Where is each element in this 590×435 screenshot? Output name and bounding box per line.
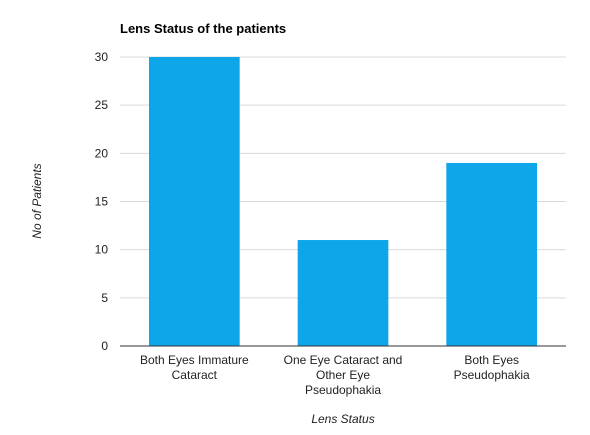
chart-title: Lens Status of the patients [120,21,286,36]
y-axis-title: No of Patients [30,163,44,238]
x-category-label: Both Eyes Immature Cataract [140,353,249,382]
x-axis-title: Lens Status [311,412,374,426]
y-tick-label: 20 [95,146,109,160]
y-tick-label: 10 [95,243,109,257]
bar [148,57,240,346]
x-category-label: One Eye Cataract and Other Eye Pseudophaki… [284,353,403,397]
bar [446,162,538,346]
y-tick-label: 0 [101,339,108,353]
x-category-label: Both Eyes Pseudophakia [454,353,530,382]
bar [297,240,389,346]
bars [148,57,538,346]
y-tick-label: 30 [95,50,109,64]
y-tick-label: 25 [95,98,109,112]
y-tick-label: 15 [95,195,109,209]
y-tick-label: 5 [101,291,108,305]
x-axis-categories: Both Eyes Immature Cataract One Eye Catara… [140,353,530,397]
y-axis-ticks: 0 5 10 15 20 25 30 [95,50,109,353]
